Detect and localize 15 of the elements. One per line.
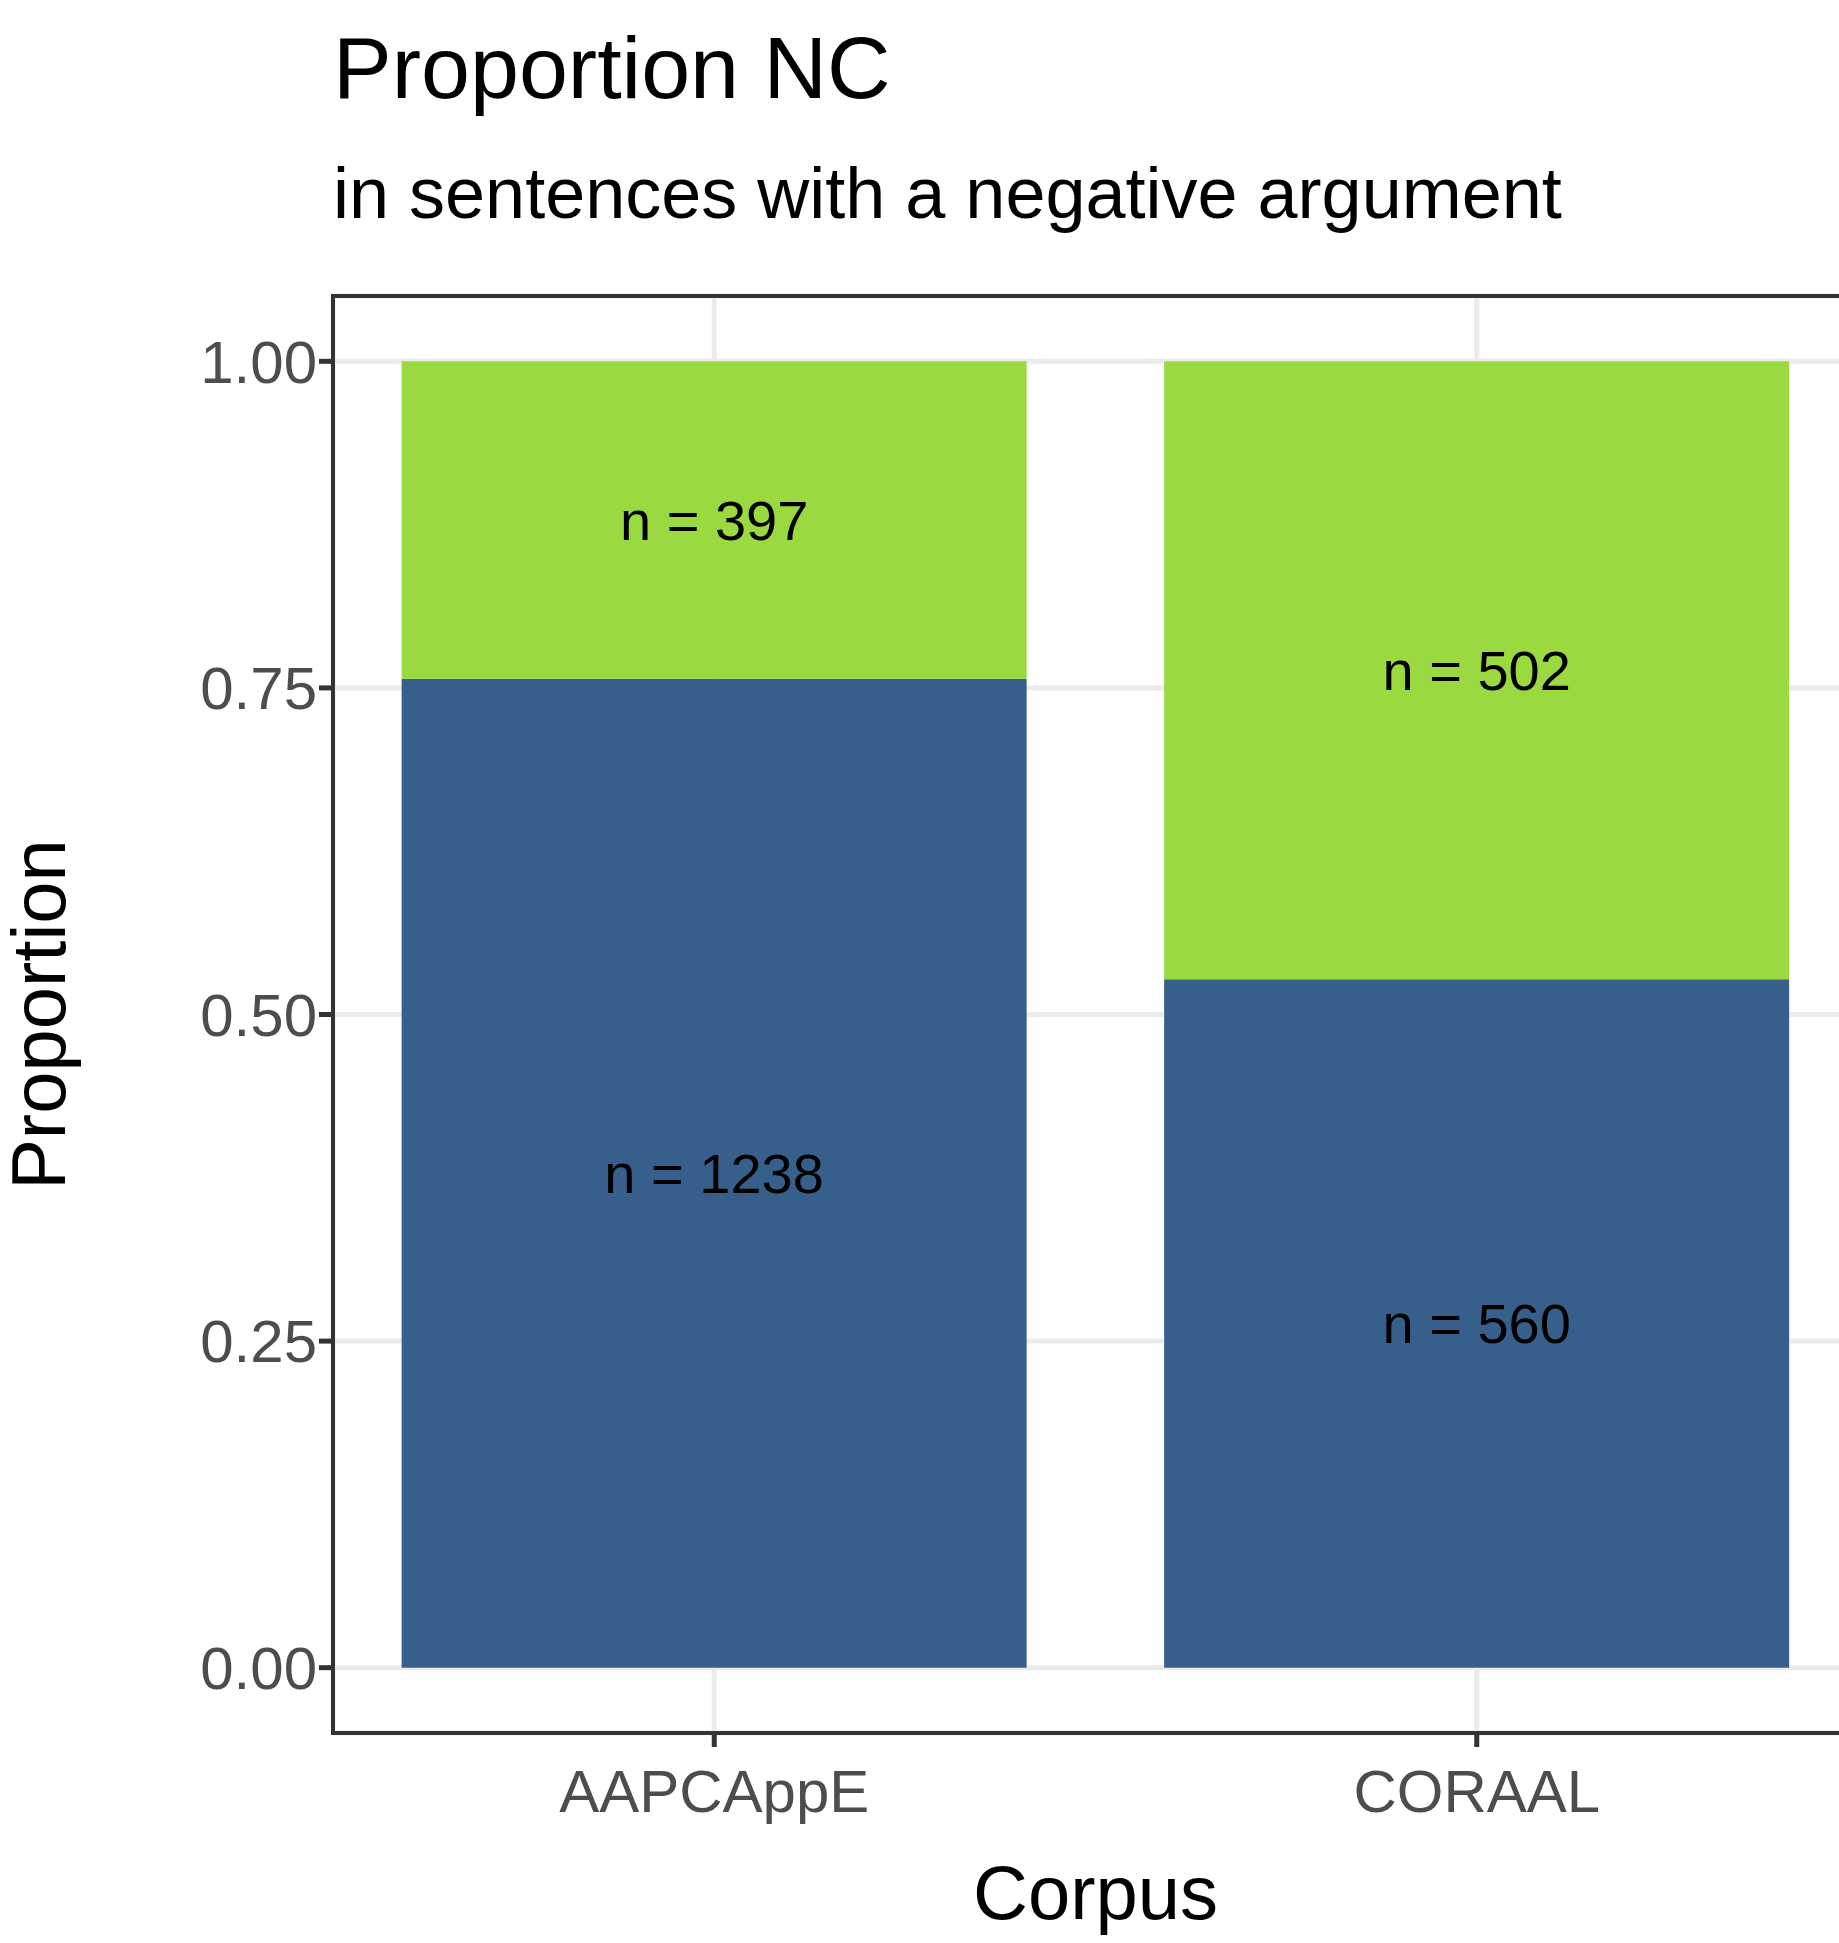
x-tick-label: AAPCAppE [559,1757,870,1825]
annotation: n = 1238 [604,1142,824,1206]
chart-subtitle: in sentences with a negative argument [333,152,1562,235]
y-tick-label: 0.00 [200,1634,317,1702]
annotation: n = 560 [1382,1292,1571,1356]
x-tick-label: CORAAL [1353,1757,1601,1825]
annotation: n = 397 [619,488,809,552]
y-tick-label: 0.75 [200,655,317,723]
y-tick-label: 0.50 [200,981,317,1049]
y-axis-title: Proportion [0,839,81,1190]
x-axis-title: Corpus [973,1850,1218,1935]
annotation: n = 502 [1382,639,1571,703]
chart-title: Proportion NC [333,17,891,119]
y-tick-label: 1.00 [200,328,317,396]
y-tick-label: 0.25 [200,1308,317,1376]
